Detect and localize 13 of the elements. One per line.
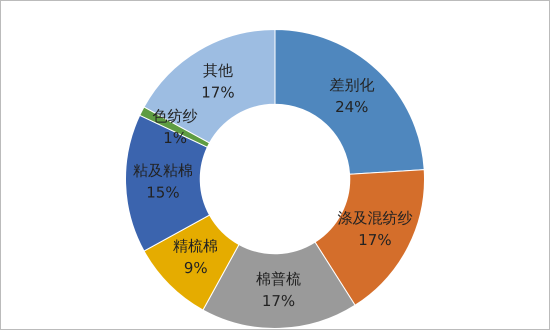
data-label: 24%	[335, 98, 368, 116]
data-label: 17%	[262, 292, 296, 310]
slice-label: 粘及粘棉	[132, 161, 193, 180]
slice-label: 棉普梳	[256, 270, 302, 288]
slice-label: 精梳棉	[173, 237, 218, 256]
data-label: 15%	[146, 183, 180, 202]
data-label: 1%	[163, 128, 187, 147]
data-label: 17%	[358, 230, 392, 249]
data-label: 17%	[201, 83, 235, 102]
data-label: 9%	[184, 259, 208, 278]
slice-label: 差别化	[329, 76, 374, 94]
slice-label: 涤及混纺纱	[337, 208, 412, 227]
slice-label: 其他	[202, 61, 233, 80]
